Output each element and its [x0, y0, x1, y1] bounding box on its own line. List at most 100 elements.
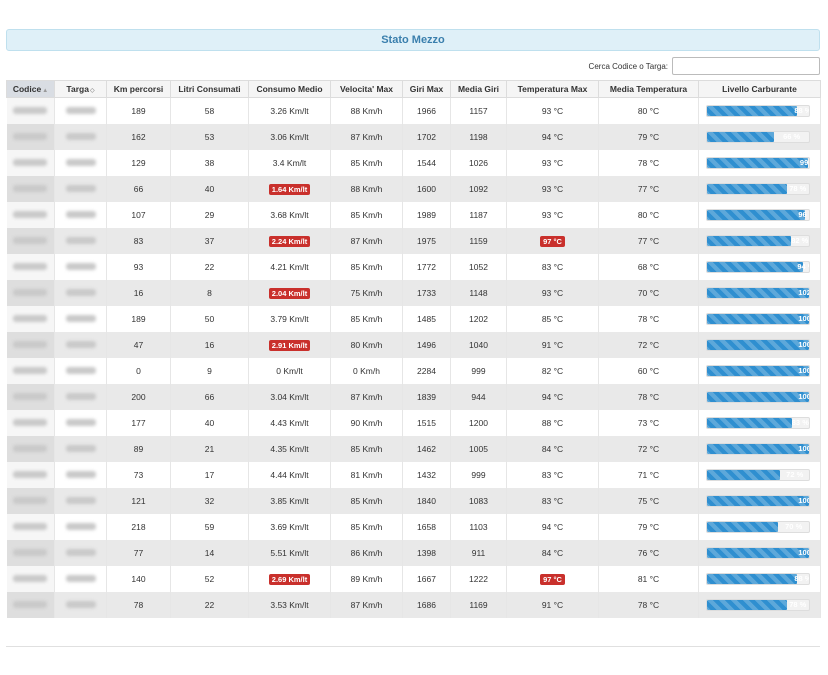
velocita-max-cell: 87 Km/h	[330, 124, 403, 150]
redacted-targa	[65, 211, 96, 218]
table-row[interactable]: 140 52 2.69 Km/lt 89 Km/h 1667 1222 97 °C 81 °C…	[6, 566, 821, 592]
giri-max-value: 1398	[417, 548, 436, 558]
km-percorsi-value: 0	[136, 366, 141, 376]
header-codice[interactable]: Codice▲	[6, 80, 55, 98]
litri-consumati-value: 53	[204, 132, 215, 142]
fuel-progress-bar: 100 %	[706, 443, 810, 455]
targa-cell	[54, 176, 107, 202]
consumo-medio-value: 4.21 Km/lt	[270, 262, 309, 272]
velocita-max-cell: 88 Km/h	[330, 176, 403, 202]
table-row[interactable]: 16 8 2.04 Km/lt 75 Km/h 1733 1148 93 °C 70 °C 10…	[6, 280, 821, 306]
header-litri-consumati[interactable]: Litri Consumati	[170, 80, 249, 98]
table-row[interactable]: 77 14 5.51 Km/lt 86 Km/h 1398 911 84 °C 76 °C 10…	[6, 540, 821, 566]
header-velocita-max[interactable]: Velocita' Max	[330, 80, 403, 98]
table-row[interactable]: 189 58 3.26 Km/lt 88 Km/h 1966 1157 93 °C 80 °C…	[6, 97, 821, 124]
velocita-max-cell: 87 Km/h	[330, 384, 403, 410]
redacted-codice	[13, 315, 48, 322]
media-giri-cell: 999	[450, 358, 507, 384]
table-row[interactable]: 218 59 3.69 Km/lt 85 Km/h 1658 1103 94 °C 79 °C…	[6, 514, 821, 540]
header-km-percorsi[interactable]: Km percorsi	[106, 80, 171, 98]
table-row[interactable]: 0 9 0 Km/lt 0 Km/h 2284 999 82 °C 60 °C 100 %	[6, 358, 821, 384]
codice-cell	[6, 306, 55, 332]
table-row[interactable]: 200 66 3.04 Km/lt 87 Km/h 1839 944 94 °C 78 °C 1…	[6, 384, 821, 410]
velocita-max-value: 87 Km/h	[350, 600, 383, 610]
fuel-progress-bar: 94 %	[706, 261, 810, 273]
table-row[interactable]: 162 53 3.06 Km/lt 87 Km/h 1702 1198 94 °C 79 °C…	[6, 124, 821, 150]
litri-consumati-cell: 66	[170, 384, 249, 410]
header-media-giri[interactable]: Media Giri	[450, 80, 507, 98]
media-giri-value: 1169	[469, 600, 488, 610]
table-row[interactable]: 47 16 2.91 Km/lt 80 Km/h 1496 1040 91 °C 72 °C 1…	[6, 332, 821, 358]
targa-cell	[54, 150, 107, 176]
km-percorsi-value: 218	[131, 522, 146, 532]
km-percorsi-value: 162	[131, 132, 146, 142]
redacted-targa	[65, 315, 96, 322]
temperatura-max-cell: 94 °C	[506, 124, 599, 150]
consumo-medio-cell: 3.4 Km/lt	[248, 150, 331, 176]
table-row[interactable]: 189 50 3.79 Km/lt 85 Km/h 1485 1202 85 °C 78 °C…	[6, 306, 821, 332]
table-row[interactable]: 177 40 4.43 Km/lt 90 Km/h 1515 1200 88 °C 73 °C…	[6, 410, 821, 436]
velocita-max-value: 75 Km/h	[350, 288, 383, 298]
media-giri-cell: 1005	[450, 436, 507, 462]
velocita-max-value: 87 Km/h	[350, 392, 383, 402]
codice-cell	[6, 176, 55, 202]
km-percorsi-value: 16	[133, 288, 144, 298]
redacted-targa	[65, 185, 96, 192]
header-consumo-medio[interactable]: Consumo Medio	[248, 80, 331, 98]
redacted-codice	[13, 393, 48, 400]
search-input[interactable]	[672, 57, 820, 75]
consumo-medio-value: 4.35 Km/lt	[270, 444, 309, 454]
fuel-progress-fill	[707, 600, 787, 610]
giri-max-value: 1667	[417, 574, 436, 584]
litri-consumati-cell: 14	[170, 540, 249, 566]
table-row[interactable]: 78 22 3.53 Km/lt 87 Km/h 1686 1169 91 °C 78 °C 7…	[6, 592, 821, 618]
litri-consumati-cell: 29	[170, 202, 249, 228]
km-percorsi-cell: 189	[106, 306, 171, 332]
temperatura-max-cell: 94 °C	[506, 514, 599, 540]
media-temperatura-value: 76 °C	[637, 548, 660, 558]
sort-asc-icon: ▲	[42, 88, 49, 94]
table-row[interactable]: 107 29 3.68 Km/lt 85 Km/h 1989 1187 93 °C 80 °C…	[6, 202, 821, 228]
table-row[interactable]: 129 38 3.4 Km/lt 85 Km/h 1544 1026 93 °C 78 °C 9…	[6, 150, 821, 176]
km-percorsi-cell: 89	[106, 436, 171, 462]
targa-cell	[54, 592, 107, 618]
header-targa[interactable]: Targa◇	[54, 80, 107, 98]
header-livello-carburante[interactable]: Livello Carburante	[698, 80, 821, 98]
media-giri-cell: 1169	[450, 592, 507, 618]
codice-cell	[6, 150, 55, 176]
temperatura-max-cell: 93 °C	[506, 97, 599, 124]
table-row[interactable]: 66 40 1.64 Km/lt 88 Km/h 1600 1092 93 °C 77 °C 7…	[6, 176, 821, 202]
table-row[interactable]: 89 21 4.35 Km/lt 85 Km/h 1462 1005 84 °C 72 °C 1…	[6, 436, 821, 462]
temperatura-max-value: 93 °C	[541, 210, 564, 220]
media-temperatura-value: 78 °C	[637, 158, 660, 168]
header-temperatura-max[interactable]: Temperatura Max	[506, 80, 599, 98]
table-row[interactable]: 83 37 2.24 Km/lt 87 Km/h 1975 1159 97 °C 77 °C 8…	[6, 228, 821, 254]
consumo-medio-cell: 0 Km/lt	[248, 358, 331, 384]
fuel-progress-bar: 100 %	[706, 495, 810, 507]
consumo-medio-value: 3.69 Km/lt	[270, 522, 309, 532]
consumo-medio-cell: 3.85 Km/lt	[248, 488, 331, 514]
fuel-progress-bar: 66 %	[706, 131, 810, 143]
redacted-codice	[13, 601, 48, 608]
consumo-medio-cell: 2.04 Km/lt	[248, 280, 331, 306]
redacted-targa	[65, 159, 96, 166]
giri-max-value: 1966	[417, 106, 436, 116]
temperatura-max-cell: 94 °C	[506, 384, 599, 410]
header-giri-max[interactable]: Giri Max	[402, 80, 451, 98]
consumo-medio-cell: 3.26 Km/lt	[248, 97, 331, 124]
km-percorsi-cell: 177	[106, 410, 171, 436]
header-media-temperatura[interactable]: Media Temperatura	[598, 80, 699, 98]
km-percorsi-value: 177	[131, 418, 146, 428]
fuel-progress-bar: 78 %	[706, 599, 810, 611]
temperatura-max-value: 94 °C	[541, 132, 564, 142]
km-percorsi-cell: 107	[106, 202, 171, 228]
table-row[interactable]: 121 32 3.85 Km/lt 85 Km/h 1840 1083 83 °C 75 °C…	[6, 488, 821, 514]
table-row[interactable]: 73 17 4.44 Km/lt 81 Km/h 1432 999 83 °C 71 °C 72…	[6, 462, 821, 488]
targa-cell	[54, 97, 107, 124]
table-row[interactable]: 93 22 4.21 Km/lt 85 Km/h 1772 1052 83 °C 68 °C 9…	[6, 254, 821, 280]
livello-carburante-cell: 100 %	[698, 306, 821, 332]
media-giri-value: 1222	[469, 574, 488, 584]
media-giri-cell: 999	[450, 462, 507, 488]
consumo-medio-cell: 3.06 Km/lt	[248, 124, 331, 150]
redacted-codice	[13, 445, 48, 452]
